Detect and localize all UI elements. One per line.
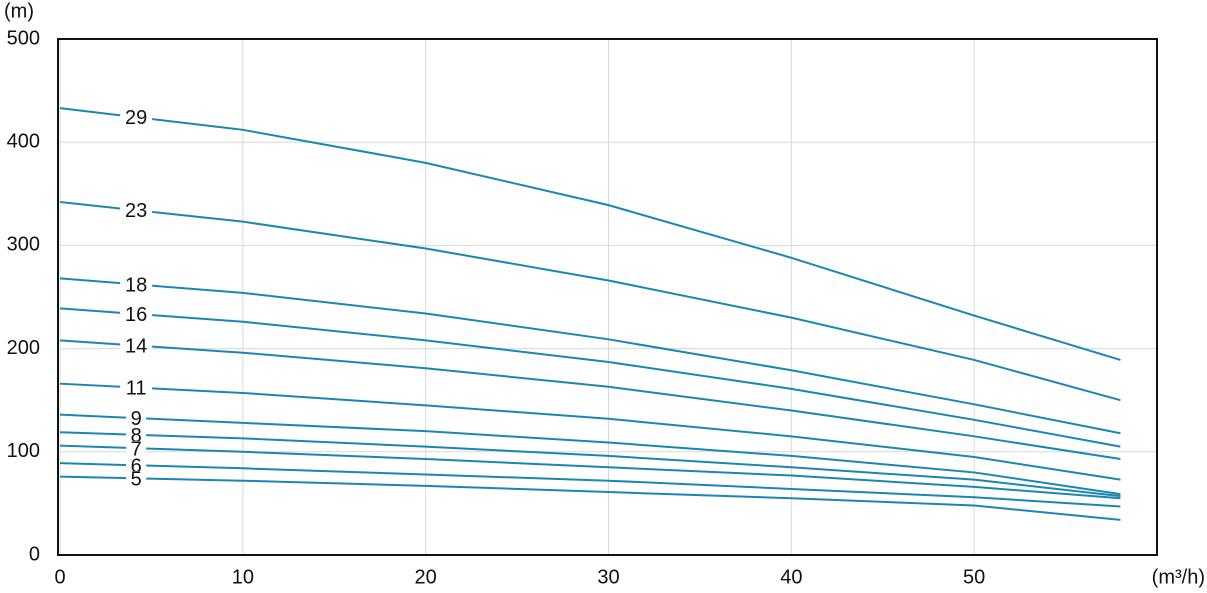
curve: [59, 444, 1121, 500]
y-tick-label: 500: [7, 27, 40, 49]
curve: [59, 201, 1121, 402]
x-tick-label: 0: [54, 566, 65, 588]
series-label: 8: [131, 425, 142, 447]
y-tick-label: 400: [7, 130, 40, 152]
y-tick-label: 200: [7, 337, 40, 359]
series-label: 29: [125, 107, 147, 129]
label-bg: [120, 109, 153, 128]
curve: [59, 431, 1121, 498]
series-label: 14: [125, 336, 147, 358]
y-tick-label: 300: [7, 234, 40, 256]
y-axis-label: (m): [4, 0, 34, 22]
label-bg: [120, 202, 153, 221]
curve: [59, 339, 1121, 461]
series-label: 5: [131, 469, 142, 491]
series-label: 9: [131, 408, 142, 430]
y-tick-label: 0: [29, 543, 40, 565]
series-label: 23: [125, 200, 147, 222]
x-tick-label: 10: [232, 566, 254, 588]
series-label: 11: [126, 378, 147, 400]
x-tick-label: 50: [963, 566, 985, 588]
label-bg: [126, 441, 147, 460]
label-bg: [120, 277, 153, 296]
series-label: 18: [125, 274, 147, 296]
label-bg: [126, 410, 147, 429]
curve: [59, 107, 1121, 361]
curve: [59, 277, 1121, 435]
curve: [59, 382, 1121, 481]
curve: [59, 475, 1121, 521]
series-label: 6: [131, 455, 142, 477]
label-bg: [126, 471, 147, 490]
curve: [59, 462, 1121, 508]
curve: [59, 413, 1121, 496]
x-axis-label: (m³/h): [1152, 566, 1205, 588]
label-bg: [120, 306, 153, 325]
plot-frame: [57, 38, 1158, 556]
x-tick-label: 20: [415, 566, 437, 588]
series-label: 7: [131, 438, 142, 460]
x-tick-label: 40: [780, 566, 802, 588]
label-bg: [120, 380, 153, 399]
label-bg: [120, 338, 153, 357]
x-tick-label: 30: [597, 566, 619, 588]
series-label: 16: [125, 304, 147, 326]
curve: [59, 307, 1121, 448]
y-tick-label: 100: [7, 440, 40, 462]
